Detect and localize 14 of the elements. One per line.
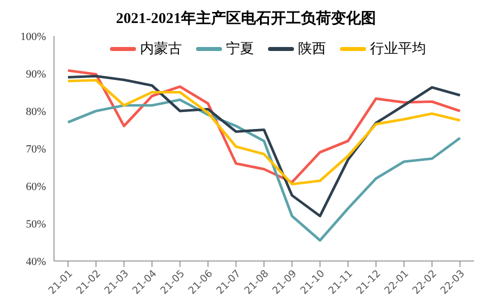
legend-label: 宁夏 bbox=[226, 40, 254, 58]
y-tick-label: 50% bbox=[26, 218, 46, 230]
y-tick-label: 80% bbox=[26, 106, 46, 118]
y-tick-label: 60% bbox=[26, 180, 46, 193]
y-tick-label: 90% bbox=[26, 68, 46, 80]
y-tick-label: 70% bbox=[26, 143, 46, 156]
y-tick-label: 40% bbox=[26, 256, 46, 268]
legend-label: 陕西 bbox=[298, 40, 326, 58]
legend-label: 行业平均 bbox=[370, 40, 426, 58]
legend-label: 内蒙古 bbox=[140, 40, 182, 58]
y-tick-label: 100% bbox=[20, 30, 46, 43]
chart-title: 2021-2021年主产区电石开工负荷变化图 bbox=[115, 8, 377, 29]
line-series bbox=[66, 74, 462, 218]
line-series bbox=[66, 98, 462, 242]
